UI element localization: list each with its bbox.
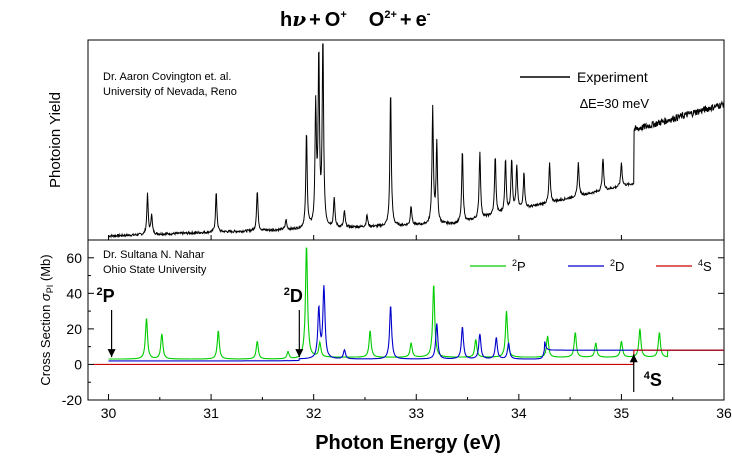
theory-legend: 2P 2D 4S [470, 258, 712, 274]
threshold-arrowhead-S [629, 354, 638, 363]
y-tick-label: 20 [66, 321, 82, 337]
series-2d-line [108, 285, 724, 362]
threshold-arrows: 2P 2D 4S [97, 286, 662, 392]
resolution-label: ∆E=30 meV [580, 96, 649, 111]
axes: 30 31 32 33 34 35 36 -20 0 20 40 60 [62, 235, 732, 421]
x-tick-label: 36 [716, 405, 732, 421]
top-attribution-line2: University of Nevada, Reno [103, 86, 237, 98]
threshold-arrowhead-D [295, 349, 304, 358]
threshold-label-P: 2P [97, 286, 115, 306]
xlabel: Photon Energy (eV) [315, 432, 501, 454]
y-tick-label: 40 [66, 285, 82, 301]
experiment-line [108, 43, 725, 239]
top-attribution-line1: Dr. Aaron Covington et. al. [103, 71, 231, 83]
series-2p-line [108, 247, 724, 360]
reaction-title: hν + O+ O2+ + e- [280, 7, 431, 31]
legend-label-2D: 2D [610, 258, 624, 274]
legend-experiment-label: Experiment [577, 69, 648, 85]
y-tick-label: 0 [74, 356, 82, 372]
x-tick-label: 35 [614, 405, 630, 421]
legend-label-4S: 4S [698, 258, 712, 274]
bottom-panel-frame [87, 239, 725, 401]
top-ylabel: Photoion Yield [47, 92, 64, 188]
theory-series [93, 247, 724, 365]
x-tick-label: 30 [101, 405, 117, 421]
x-tick-label: 32 [306, 405, 322, 421]
threshold-label-S: 4S [644, 370, 662, 390]
experiment-series [108, 43, 725, 239]
bottom-attribution-line1: Dr. Sultana N. Nahar [103, 249, 205, 261]
x-tick-label: 34 [511, 405, 527, 421]
x-tick-label: 33 [408, 405, 424, 421]
bottom-attribution-line2: Ohio State University [103, 264, 207, 276]
series-4s-line [93, 349, 724, 365]
bottom-ylabel: Cross Section σPI (Mb) [38, 254, 55, 385]
y-tick-label: -20 [62, 392, 82, 408]
threshold-arrowhead-P [107, 349, 116, 358]
y-tick-label: 60 [66, 250, 82, 266]
threshold-label-D: 2D [284, 286, 303, 306]
x-tick-label: 31 [203, 405, 219, 421]
legend-label-2P: 2P [512, 258, 526, 274]
